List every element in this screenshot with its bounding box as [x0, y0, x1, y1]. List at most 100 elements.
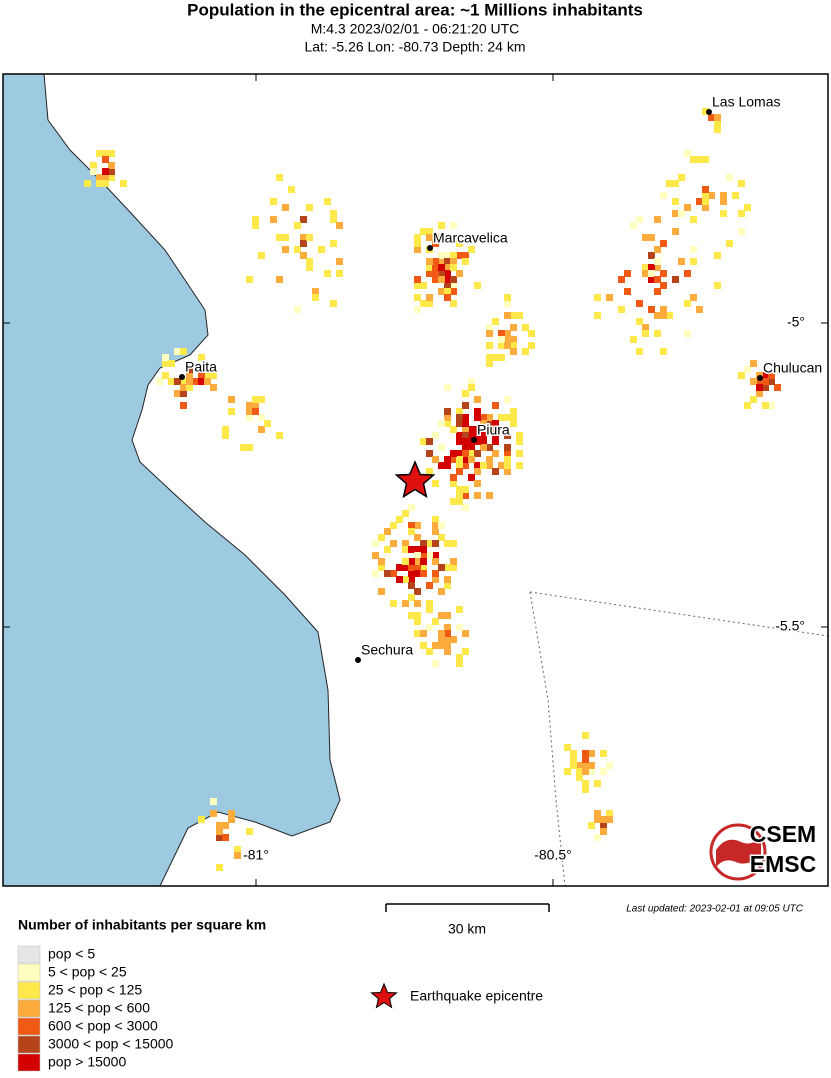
population-cell	[246, 276, 253, 283]
population-cell	[444, 612, 451, 619]
population-cell	[312, 294, 319, 301]
population-cell	[408, 582, 415, 589]
population-cell	[468, 450, 475, 457]
population-cell	[486, 360, 493, 367]
population-cell	[570, 750, 577, 757]
legend-label: pop < 5	[48, 946, 95, 962]
population-cell	[642, 270, 649, 277]
population-cell	[426, 294, 433, 301]
population-cell	[456, 432, 463, 439]
population-cell	[426, 606, 433, 613]
population-cell	[336, 222, 343, 229]
population-cell	[234, 852, 241, 859]
population-cell	[414, 588, 421, 595]
population-cell	[96, 174, 103, 181]
population-cell	[420, 552, 427, 559]
city-label: Sechura	[361, 642, 413, 658]
population-cell	[270, 216, 277, 223]
population-cell	[654, 312, 661, 319]
population-cell	[324, 198, 331, 205]
population-cell	[606, 294, 613, 301]
population-cell	[414, 276, 421, 283]
population-cell	[468, 246, 475, 253]
population-cell	[336, 270, 343, 277]
population-cell	[426, 270, 433, 277]
population-cell	[324, 270, 331, 277]
population-cell	[222, 822, 229, 829]
population-cell	[378, 558, 385, 565]
population-cell	[720, 192, 727, 199]
population-cell	[414, 246, 421, 253]
population-cell	[402, 558, 409, 565]
population-cell	[462, 402, 469, 409]
population-cell	[504, 300, 511, 307]
population-cell	[276, 432, 283, 439]
population-cell	[414, 552, 421, 559]
population-cell	[252, 222, 259, 229]
population-cell	[444, 270, 451, 277]
legend-label: pop > 15000	[48, 1054, 126, 1070]
population-cell	[432, 558, 439, 565]
population-cell	[582, 768, 589, 775]
population-cell	[474, 426, 481, 433]
city-label: Las Lomas	[712, 94, 780, 110]
population-cell	[660, 240, 667, 247]
population-cell	[654, 258, 661, 265]
population-cell	[576, 774, 583, 781]
population-cell	[432, 234, 439, 241]
population-cell	[504, 468, 511, 475]
population-cell	[474, 408, 481, 415]
population-cell	[450, 222, 457, 229]
population-cell	[420, 228, 427, 235]
population-cell	[444, 630, 451, 637]
population-cell	[570, 756, 577, 763]
population-cell	[504, 414, 511, 421]
population-cell	[300, 252, 307, 259]
population-cell	[654, 330, 661, 337]
population-cell	[408, 528, 415, 535]
population-cell	[744, 366, 751, 373]
population-cell	[216, 864, 223, 871]
population-cell	[306, 258, 313, 265]
population-cell	[582, 786, 589, 793]
population-cell	[510, 342, 517, 349]
population-cell	[462, 504, 469, 511]
population-cell	[762, 378, 769, 385]
population-cell	[372, 540, 379, 547]
population-cell	[456, 492, 463, 499]
population-cell	[474, 438, 481, 445]
population-cell	[396, 516, 403, 523]
population-cell	[162, 372, 169, 379]
population-cell	[414, 534, 421, 541]
population-cell	[246, 444, 253, 451]
population-cell	[474, 282, 481, 289]
population-cell	[438, 264, 445, 271]
population-cell	[450, 564, 457, 571]
population-cell	[414, 630, 421, 637]
population-cell	[684, 270, 691, 277]
population-cell	[498, 354, 505, 361]
population-cell	[486, 420, 493, 427]
population-cell	[510, 420, 517, 427]
population-cell	[528, 342, 535, 349]
population-cell	[600, 822, 607, 829]
population-cell	[258, 426, 265, 433]
population-cell	[684, 330, 691, 337]
population-cell	[180, 390, 187, 397]
population-cell	[390, 570, 397, 577]
population-cell	[402, 540, 409, 547]
population-cell	[456, 468, 463, 475]
population-cell	[450, 258, 457, 265]
population-cell	[582, 732, 589, 739]
population-cell	[390, 540, 397, 547]
population-cell	[426, 540, 433, 547]
population-cell	[498, 336, 505, 343]
population-cell	[432, 552, 439, 559]
population-cell	[750, 396, 757, 403]
legend-swatch	[17, 1053, 41, 1072]
population-cell	[438, 588, 445, 595]
population-cell	[504, 336, 511, 343]
population-cell	[636, 216, 643, 223]
population-cell	[630, 222, 637, 229]
population-cell	[762, 372, 769, 379]
